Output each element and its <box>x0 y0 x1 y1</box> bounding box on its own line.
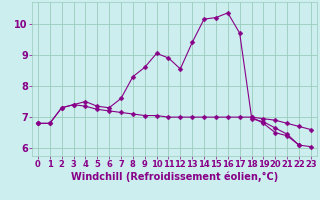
X-axis label: Windchill (Refroidissement éolien,°C): Windchill (Refroidissement éolien,°C) <box>71 172 278 182</box>
